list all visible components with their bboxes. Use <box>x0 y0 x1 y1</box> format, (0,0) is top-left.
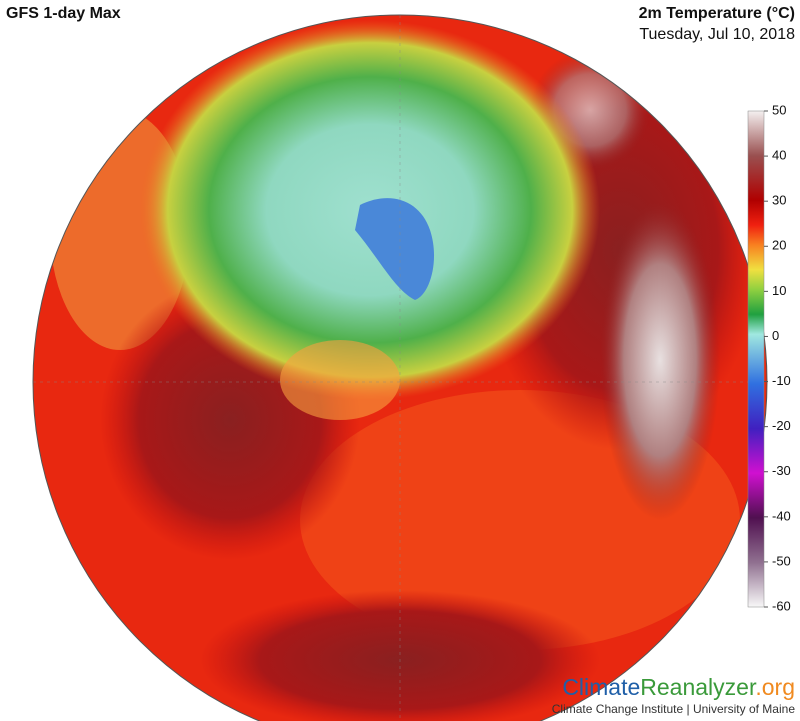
logo: ClimateReanalyzer.org <box>562 674 795 700</box>
colorbar-tick-label: -50 <box>772 553 791 568</box>
globe <box>33 15 767 721</box>
colorbar-tick-label: -20 <box>772 418 791 433</box>
colorbar-tick-label: 40 <box>772 148 786 163</box>
colorbar-tick-label: 50 <box>772 102 786 117</box>
colorbar-tick-label: 30 <box>772 193 786 208</box>
colorbar-tick-label: 20 <box>772 238 786 253</box>
logo-part: Climate <box>562 674 640 700</box>
variable: 2m Temperature (°C) <box>639 5 795 22</box>
colorbar <box>747 110 765 608</box>
colorbar-tick-label: -30 <box>772 463 791 478</box>
date: Tuesday, Jul 10, 2018 <box>639 26 795 43</box>
title: GFS 1-day Max <box>6 5 121 22</box>
colorbar-tick-label: 10 <box>772 283 786 298</box>
logo-part: .org <box>755 674 795 700</box>
colorbar-tick-label: -10 <box>772 373 791 388</box>
colorbar-tick-label: 0 <box>772 328 779 343</box>
logo-part: Reanalyzer <box>640 674 757 700</box>
credit: Climate Change Institute | University of… <box>552 702 796 716</box>
colorbar-tick-label: -40 <box>772 508 791 523</box>
colorbar-tick-label: -60 <box>772 598 791 613</box>
